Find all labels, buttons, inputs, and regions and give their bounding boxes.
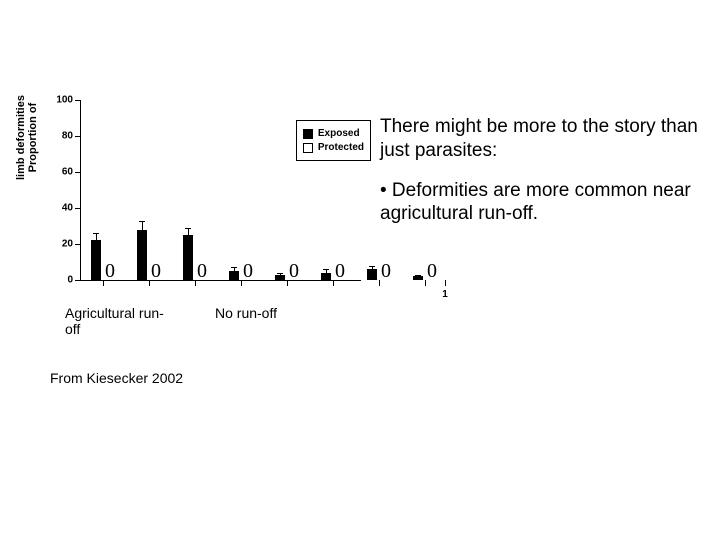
zero-value-label: 0 — [381, 260, 391, 283]
x-tick — [445, 280, 446, 286]
zero-value-label: 0 — [427, 260, 437, 283]
y-tick — [75, 100, 81, 101]
zero-value-label: 0 — [289, 260, 299, 283]
body-bullet1: • Deformities are more common near agric… — [380, 179, 715, 227]
y-tick — [75, 172, 81, 173]
error-cap — [93, 233, 99, 234]
bar-exposed — [275, 275, 285, 280]
error-bar — [96, 233, 97, 240]
zero-value-label: 0 — [105, 260, 115, 283]
chart: limb deformities Proportion of Exposed P… — [20, 100, 380, 330]
citation: From Kiesecker 2002 — [50, 370, 183, 386]
protected-swatch-icon — [303, 143, 313, 153]
x-tick — [425, 280, 426, 286]
error-bar — [188, 228, 189, 235]
y-tick — [75, 244, 81, 245]
legend-label-exposed: Exposed — [318, 128, 360, 139]
y-axis-label-line1: Proportion of — [27, 103, 39, 173]
legend-item-protected: Protected — [303, 142, 364, 153]
bar-exposed — [229, 271, 239, 280]
bar-exposed — [367, 269, 377, 280]
body-text: There might be more to the story than ju… — [380, 115, 715, 226]
y-tick-label: 100 — [49, 95, 73, 106]
y-axis-label: limb deformities Proportion of — [15, 95, 39, 180]
y-tick-label: 0 — [49, 275, 73, 286]
y-tick-label: 40 — [49, 203, 73, 214]
error-bar — [142, 221, 143, 230]
bar-exposed — [413, 276, 423, 280]
bar-exposed — [137, 230, 147, 280]
x-end-label: 1 — [442, 289, 448, 300]
y-tick-label: 60 — [49, 167, 73, 178]
bar-exposed — [183, 235, 193, 280]
error-cap — [139, 221, 145, 222]
error-cap — [369, 266, 375, 267]
y-tick-label: 80 — [49, 131, 73, 142]
x-tick — [149, 280, 150, 286]
plot-area: Exposed Protected 020406080100000000001 — [80, 100, 361, 281]
exposed-swatch-icon — [303, 129, 313, 139]
x-tick — [103, 280, 104, 286]
bar-exposed — [321, 273, 331, 280]
body-para1: There might be more to the story than ju… — [380, 115, 715, 163]
slide: limb deformities Proportion of Exposed P… — [0, 0, 720, 540]
x-category-left: Agricultural run-off — [65, 305, 175, 337]
legend: Exposed Protected — [296, 120, 371, 161]
y-tick — [75, 208, 81, 209]
y-tick — [75, 136, 81, 137]
zero-value-label: 0 — [243, 260, 253, 283]
legend-label-protected: Protected — [318, 142, 364, 153]
x-tick — [195, 280, 196, 286]
y-tick — [75, 280, 81, 281]
bar-exposed — [91, 240, 101, 280]
error-cap — [415, 275, 421, 276]
error-cap — [185, 228, 191, 229]
y-tick-label: 20 — [49, 239, 73, 250]
x-tick — [379, 280, 380, 286]
y-axis-label-line2: limb deformities — [15, 95, 27, 180]
error-cap — [277, 273, 283, 274]
zero-value-label: 0 — [197, 260, 207, 283]
zero-value-label: 0 — [335, 260, 345, 283]
x-tick — [241, 280, 242, 286]
zero-value-label: 0 — [151, 260, 161, 283]
x-tick — [333, 280, 334, 286]
x-category-right: No run-off — [215, 305, 325, 321]
legend-item-exposed: Exposed — [303, 128, 364, 139]
error-cap — [323, 269, 329, 270]
error-cap — [231, 267, 237, 268]
x-tick — [287, 280, 288, 286]
